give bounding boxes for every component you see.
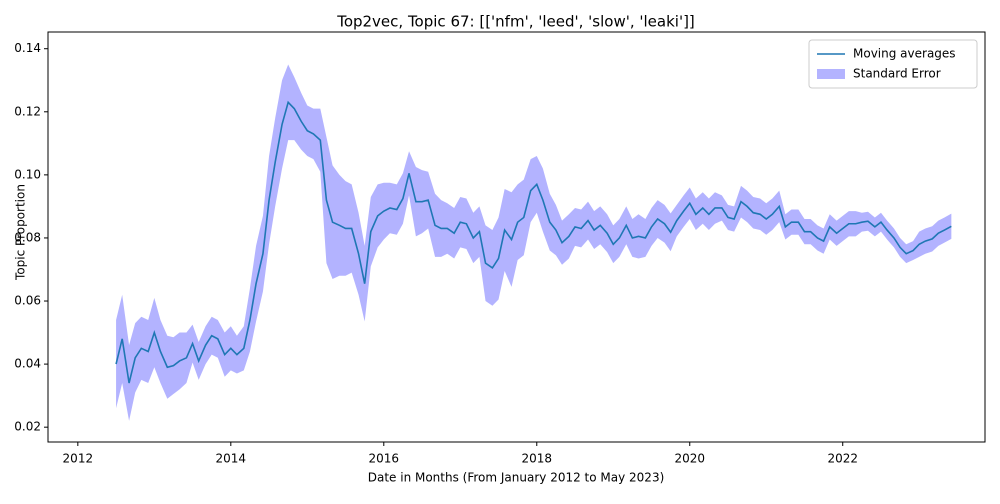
y-tick-label: 0.02 (14, 420, 41, 434)
y-tick-label: 0.12 (14, 104, 41, 118)
legend-swatch (817, 69, 845, 79)
y-axis-label: Topic Proportion (14, 184, 28, 281)
line (115, 100, 952, 384)
plot-frame (47, 31, 986, 443)
x-tick-label: 2016 (369, 452, 400, 466)
x-tick-label: 2020 (674, 452, 705, 466)
x-axis-label: Date in Months (From January 2012 to May… (368, 471, 665, 485)
y-tick-label: 0.04 (14, 357, 41, 371)
y-tick-label: 0.14 (14, 41, 41, 55)
y-tick-label: 0.10 (14, 167, 41, 181)
x-tick-label: 2012 (63, 452, 94, 466)
legend-label: Moving averages (853, 47, 956, 61)
legend-box (808, 39, 978, 89)
y-tick-label: 0.06 (14, 294, 41, 308)
error-band (116, 64, 952, 421)
legend-label: Standard Error (853, 67, 941, 81)
chart-title: Top2vec, Topic 67: [['nfm', 'leed', 'slo… (336, 13, 695, 31)
x-tick-label: 2018 (521, 452, 552, 466)
x-tick-label: 2014 (216, 452, 247, 466)
y-tick-label: 0.08 (14, 230, 41, 244)
x-tick-label: 2022 (827, 452, 858, 466)
